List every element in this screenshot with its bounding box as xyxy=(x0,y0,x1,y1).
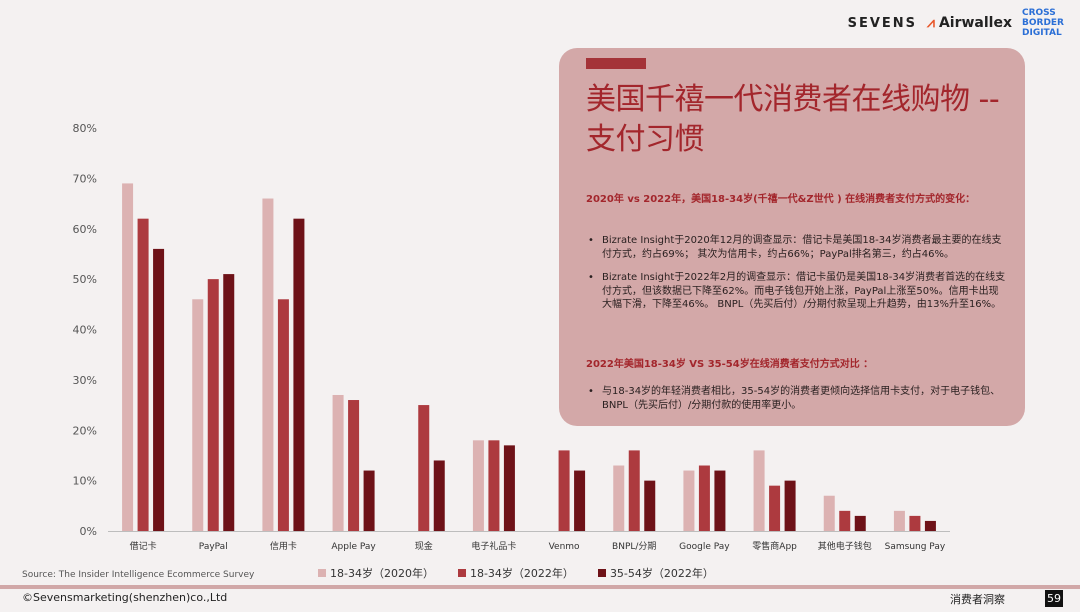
y-tick-label: 30% xyxy=(73,374,97,387)
bar xyxy=(488,440,500,531)
x-tick-label: 信用卡 xyxy=(270,540,297,552)
bar xyxy=(503,445,515,531)
bar xyxy=(574,470,586,531)
panel-heading-1: 2020年 vs 2022年，美国18-34岁(千禧一代&Z世代 ) 在线消费者… xyxy=(586,194,976,205)
panel-heading-2: 2022年美国18-34岁 VS 35-54岁在线消费者支付方式对比 ： xyxy=(586,359,874,370)
y-tick-label: 40% xyxy=(73,324,97,337)
bar xyxy=(293,218,305,532)
bar xyxy=(472,440,484,531)
bar xyxy=(753,450,765,531)
bar xyxy=(223,274,235,531)
bar xyxy=(332,394,344,531)
x-tick-label: 其他电子钱包 xyxy=(818,540,872,552)
bar xyxy=(192,299,204,531)
y-tick-label: 10% xyxy=(73,475,97,488)
x-tick-label: Samsung Pay xyxy=(885,542,946,552)
bar xyxy=(698,465,710,531)
y-tick-label: 0% xyxy=(80,525,97,538)
bar xyxy=(854,515,866,531)
x-tick-label: 借记卡 xyxy=(130,540,157,552)
bar xyxy=(784,480,796,531)
bar xyxy=(644,480,656,531)
y-tick-label: 60% xyxy=(73,223,97,236)
footer-divider xyxy=(0,585,1080,589)
y-tick-label: 80% xyxy=(73,122,97,135)
bar xyxy=(153,248,165,531)
chart-source: Source: The Insider Intelligence Ecommer… xyxy=(22,570,255,580)
bar xyxy=(418,405,430,531)
cbd-line-1: CROSS xyxy=(1022,8,1056,18)
bar xyxy=(613,465,625,531)
sevens-logo: SEVENS xyxy=(847,15,918,31)
bar xyxy=(262,198,274,531)
bar xyxy=(558,450,570,531)
panel-bullet: Bizrate Insight于2022年2月的调查显示：借记卡虽仍是美国18-… xyxy=(586,271,1006,312)
bar xyxy=(207,279,219,531)
bar xyxy=(714,470,726,531)
airwallex-mark-icon: ⩘ xyxy=(927,15,935,31)
x-tick-label: Apple Pay xyxy=(331,542,376,552)
legend-item: 18-34岁（2020年） xyxy=(318,565,434,581)
bar xyxy=(363,470,375,531)
y-tick-label: 70% xyxy=(73,172,97,185)
bar xyxy=(628,450,640,531)
x-tick-label: BNPL/分期 xyxy=(612,541,656,552)
page-number: 59 xyxy=(1045,590,1063,607)
bar xyxy=(769,485,781,531)
x-tick-label: Google Pay xyxy=(679,542,730,552)
panel-bullet: Bizrate Insight于2020年12月的调查显示：借记卡是美国18-3… xyxy=(586,234,1006,261)
bar xyxy=(893,510,905,531)
legend-label: 18-34岁（2022年） xyxy=(469,567,574,580)
footer-copyright: ©Sevensmarketing(shenzhen)co.,Ltd xyxy=(22,591,228,604)
bar xyxy=(683,470,695,531)
panel-bullet: 与18-34岁的年轻消费者相比，35-54岁的消费者更倾向选择信用卡支付，对于电… xyxy=(586,385,1006,412)
cross-border-digital-logo: CROSS BORDER DIGITAL xyxy=(1022,8,1064,38)
legend-swatch xyxy=(318,569,326,577)
x-tick-label: 零售商App xyxy=(752,540,797,552)
cbd-line-2: BORDER xyxy=(1022,18,1064,28)
legend-item: 35-54岁（2022年） xyxy=(597,565,714,581)
panel-bullet-list-1: Bizrate Insight于2020年12月的调查显示：借记卡是美国18-3… xyxy=(586,234,1006,322)
legend-label: 35-54岁（2022年） xyxy=(609,567,714,580)
bar xyxy=(839,510,851,531)
bar xyxy=(122,183,134,531)
x-tick-label: 电子礼品卡 xyxy=(471,540,516,552)
panel-accent-bar xyxy=(586,58,646,69)
legend-label: 18-34岁（2020年） xyxy=(330,567,434,580)
x-tick-label: Venmo xyxy=(549,542,580,552)
panel-title: 美国千禧一代消费者在线购物 -- 支付习惯 xyxy=(586,82,1000,157)
x-tick-label: 现金 xyxy=(415,540,433,552)
bar xyxy=(348,400,360,531)
y-tick-label: 20% xyxy=(73,424,97,437)
panel-bullet-list-2: 与18-34岁的年轻消费者相比，35-54岁的消费者更倾向选择信用卡支付，对于电… xyxy=(586,385,1006,422)
legend-swatch xyxy=(457,569,466,577)
bar xyxy=(823,495,835,531)
legend-swatch xyxy=(597,569,606,577)
airwallex-logo-text: Airwallex xyxy=(938,15,1012,31)
bar xyxy=(277,299,289,531)
bar xyxy=(433,460,445,531)
bar xyxy=(924,520,936,531)
cbd-line-3: DIGITAL xyxy=(1022,28,1062,38)
chart-legend: 18-34岁（2020年） 18-34岁（2022年） 35-54岁（2022年… xyxy=(318,565,714,581)
info-panel: 美国千禧一代消费者在线购物 -- 支付习惯 2020年 vs 2022年，美国1… xyxy=(559,48,1025,426)
legend-item: 18-34岁（2022年） xyxy=(457,565,574,581)
bar xyxy=(909,515,921,531)
airwallex-logo: ⩘ Airwallex xyxy=(927,15,1012,31)
y-tick-label: 50% xyxy=(73,273,97,286)
x-tick-label: PayPal xyxy=(199,542,228,552)
header-logos: SEVENS ⩘ Airwallex CROSS BORDER DIGITAL xyxy=(848,8,1064,38)
footer-section-label: 消费者洞察 xyxy=(950,593,1005,606)
bar xyxy=(137,218,149,532)
